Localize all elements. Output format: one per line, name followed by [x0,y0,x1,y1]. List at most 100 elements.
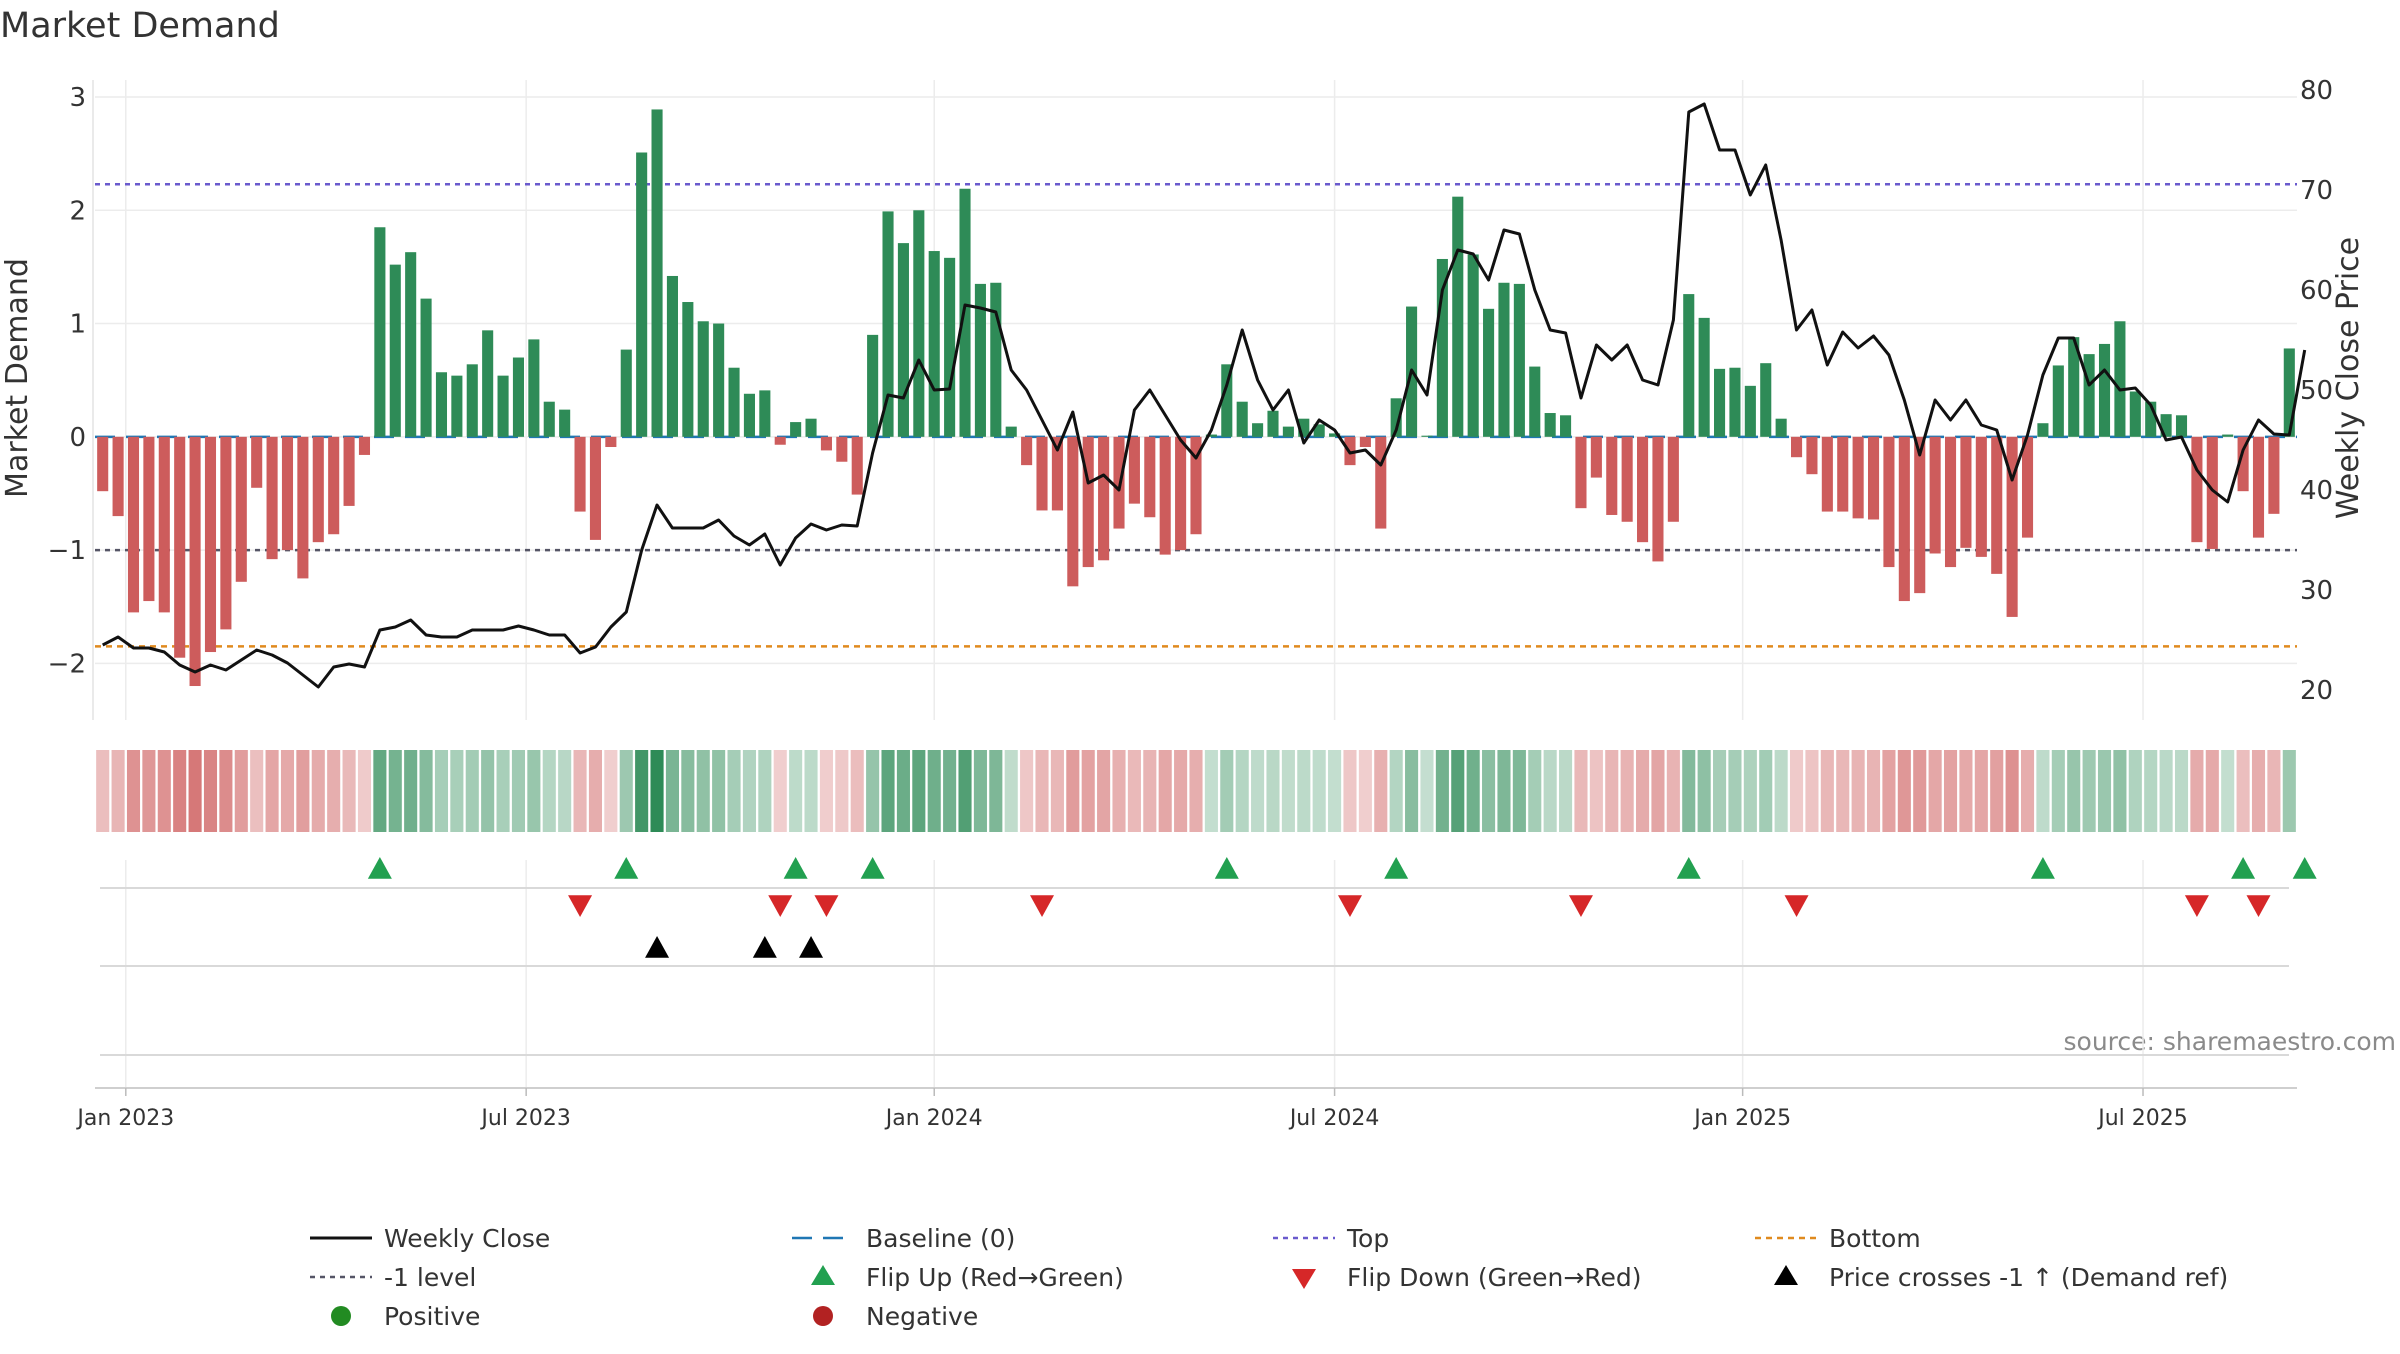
demand-bar [281,436,294,551]
demand-bar [1298,418,1310,437]
demand-bar [620,349,632,437]
demand-bar [1683,294,1695,437]
demand-strip-cell [1482,750,1496,832]
demand-strip-cell [2097,750,2112,832]
demand-strip-cell [2205,750,2219,832]
demand-strip-cell [1543,750,1557,832]
demand-strip-cell [1328,750,1342,832]
demand-bar [1852,436,1864,519]
flip-up-marker [783,857,808,879]
demand-strip-cell [388,750,402,832]
flip-down-marker [1784,895,1809,917]
demand-strip-cell [1512,750,1526,832]
demand-strip-cell [1389,750,1403,832]
demand-strip-cell [604,750,618,832]
demand-bar [636,152,648,437]
demand-strip-cell [250,750,264,832]
demand-strip-cell [157,750,171,832]
demand-bar [1529,366,1541,437]
demand-strip-cell [1189,750,1203,832]
demand-bar [759,390,771,437]
legend-label: Bottom [1829,1224,1921,1253]
demand-strip-cell [819,750,833,832]
flip-down-marker [1337,895,1362,917]
demand-bar [2037,423,2049,437]
demand-bar [805,418,817,437]
y-right-tick-label: 50 [2300,376,2333,406]
demand-bar [2006,436,2018,617]
y-left-tick-label: 2 [69,196,86,226]
demand-bar [1467,254,1479,437]
demand-strip-cell [404,750,418,832]
demand-bar [389,264,401,437]
demand-strip-cell [2190,750,2204,832]
demand-bar [1159,436,1171,555]
demand-strip-cell [1790,750,1804,832]
demand-strip-cell [2236,750,2250,832]
demand-strip-cell [311,750,325,832]
legend-label: Price crosses -1 ↑ (Demand ref) [1829,1263,2228,1292]
demand-bar [897,243,909,437]
demand-strip-cell [1343,750,1357,832]
demand-strip-cell [1943,750,1958,832]
demand-bar [1775,418,1787,437]
demand-strip-cell [1220,750,1234,832]
demand-bar [928,251,940,437]
demand-strip-cell [265,750,279,832]
demand-strip-cell [2036,750,2050,832]
source-label: source: sharemaestro.com [2064,1027,2397,1056]
demand-bar [836,436,848,462]
demand-strip-cell [2067,750,2081,832]
demand-strip-cell [1081,750,1095,832]
axes-layer: 3 2 1 0 −1 −2 80 70 60 50 40 30 20 Jan 2023 Jul 2023 Ja… [48,76,2333,1131]
demand-strip-cell [1251,750,1265,832]
y-right-tick-label: 20 [2300,676,2333,706]
demand-strip-cell [1374,750,1388,832]
demand-bar [913,210,925,437]
demand-bar [235,436,247,582]
demand-strip-cell [173,750,187,832]
demand-strip-cell [1636,750,1650,832]
demand-strip-cell [1713,750,1727,832]
y-right-tick-label: 60 [2300,276,2333,306]
demand-strip-cell [1743,750,1757,832]
demand-strip-cell [2020,750,2035,832]
demand-bars-layer [97,109,2295,687]
y-axis-left-label: Market Demand [0,258,35,498]
demand-strip-cell [758,750,772,832]
demand-bar [1575,436,1587,509]
demand-strip-cell [1405,750,1419,832]
demand-strip-cell [1882,750,1896,832]
demand-bar [1667,436,1679,522]
demand-strip-cell [2267,750,2281,832]
demand-strip-cell [1651,750,1665,832]
demand-bar [1791,436,1803,458]
demand-bar [127,436,140,613]
demand-bar [1960,436,1972,548]
demand-bar [1375,436,1387,529]
demand-bar [1898,436,1910,602]
demand-bar [1606,436,1618,515]
demand-bar [1806,436,1818,475]
demand-bar [574,436,586,512]
demand-strip-cell [1020,750,1034,832]
demand-strip-cell [1866,750,1881,832]
demand-bar [774,436,786,445]
demand-strip-cell [1204,750,1218,832]
demand-strip-cell [234,750,248,832]
demand-strip-cell [1143,750,1157,832]
demand-strip-cell [973,750,987,832]
y-axis-right-label: Weekly Close Price [2331,237,2366,519]
demand-strip-cell [619,750,633,832]
demand-strip-cell [989,750,1003,832]
demand-bar [189,436,201,687]
demand-strip-cell [2082,750,2096,832]
demand-bar [2145,401,2157,437]
demand-strip-cell [481,750,495,832]
demand-strip-cell [2174,750,2189,832]
demand-strip-cell [450,750,464,832]
demand-bar [1991,436,2003,574]
demand-bar [1744,385,1756,437]
demand-strip-cell [1990,750,2004,832]
